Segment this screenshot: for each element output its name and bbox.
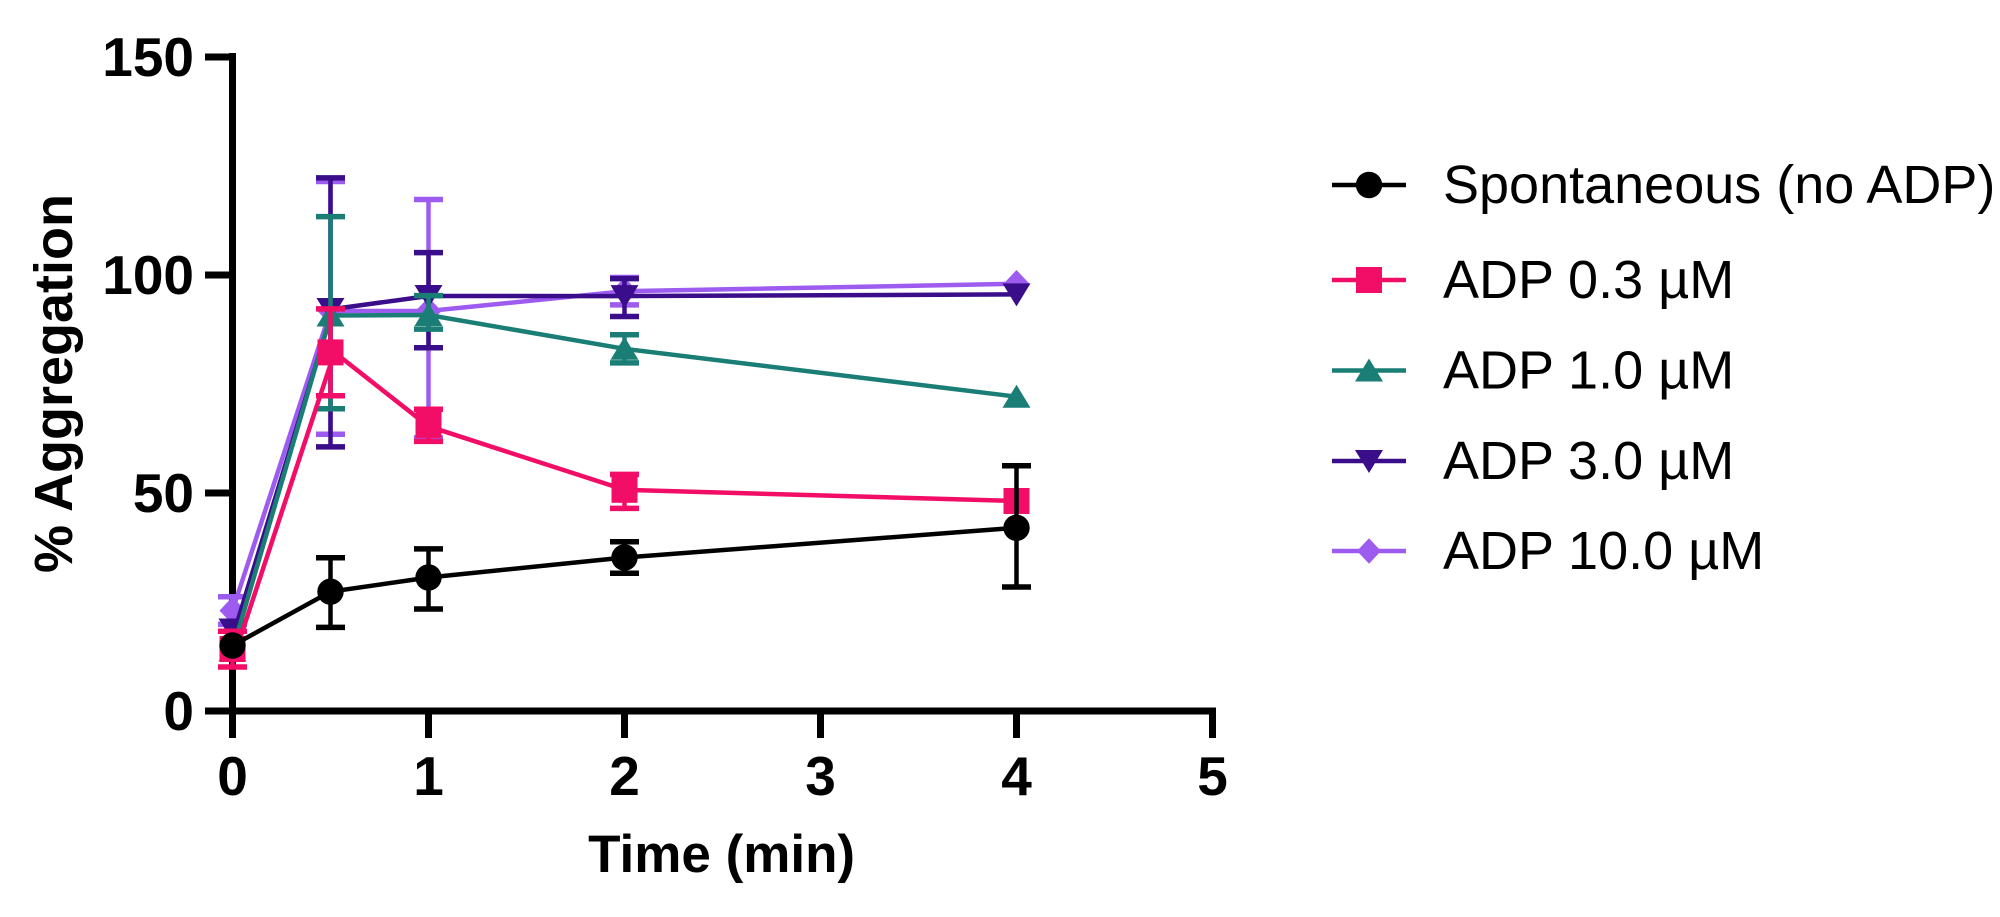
svg-text:0: 0: [163, 680, 194, 742]
svg-text:Time (min): Time (min): [588, 825, 855, 884]
svg-text:1: 1: [413, 745, 444, 807]
svg-text:150: 150: [102, 26, 194, 88]
svg-text:0: 0: [217, 745, 248, 807]
svg-text:ADP 1.0 µM: ADP 1.0 µM: [1443, 341, 1734, 401]
svg-text:4: 4: [1001, 745, 1032, 807]
svg-text:% Aggregation: % Aggregation: [24, 194, 84, 573]
svg-text:2: 2: [609, 745, 640, 807]
svg-text:ADP 10.0 µM: ADP 10.0 µM: [1443, 521, 1764, 581]
svg-text:100: 100: [102, 244, 194, 306]
svg-text:Spontaneous (no ADP): Spontaneous (no ADP): [1443, 155, 1995, 215]
svg-text:3: 3: [805, 745, 836, 807]
svg-text:ADP 3.0 µM: ADP 3.0 µM: [1443, 431, 1734, 491]
svg-text:ADP 0.3 µM: ADP 0.3 µM: [1443, 250, 1734, 310]
svg-text:5: 5: [1197, 745, 1228, 807]
svg-text:50: 50: [133, 462, 194, 524]
